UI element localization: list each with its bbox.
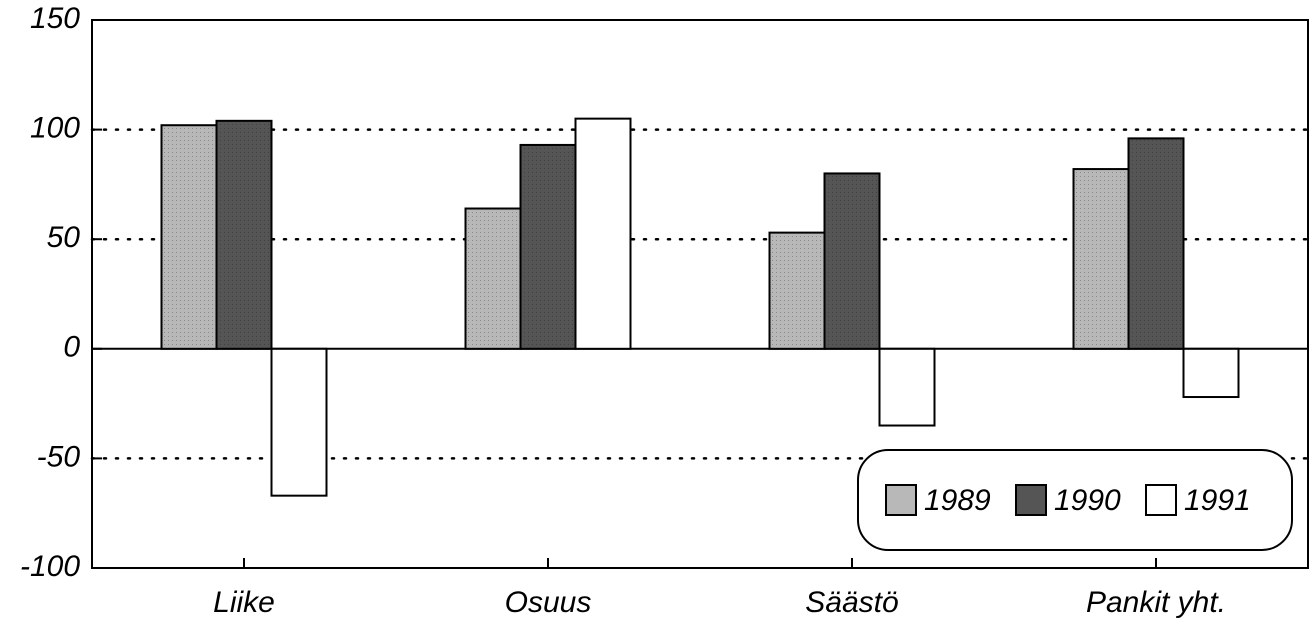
legend: 1989 1990 1991: [857, 449, 1293, 551]
x-tick-label: Liike: [213, 586, 275, 619]
bar-texture: [520, 144, 576, 349]
x-tick-label: Säästö: [805, 586, 898, 619]
legend-box: [857, 449, 1293, 551]
legend-label: 1990: [1054, 484, 1121, 517]
bar-texture: [216, 120, 272, 349]
legend-swatch: [885, 484, 917, 516]
legend-label: 1991: [1184, 484, 1251, 517]
y-tick-label: 50: [47, 221, 81, 254]
bar-texture: [1073, 169, 1129, 349]
legend-label: 1989: [924, 484, 991, 517]
y-tick-label: 0: [63, 331, 80, 364]
bar: [878, 347, 936, 427]
y-tick-label: 100: [30, 112, 80, 145]
y-tick-label: 150: [30, 2, 80, 35]
bar: [574, 117, 632, 350]
bar-texture: [769, 232, 825, 349]
legend-swatch: [1015, 484, 1047, 516]
y-tick-label: -50: [37, 440, 81, 473]
x-tick-label: Osuus: [505, 586, 592, 619]
bar-texture: [465, 208, 521, 349]
y-tick-label: -100: [20, 550, 80, 583]
bar-texture: [161, 125, 217, 349]
bar-texture: [824, 173, 880, 349]
bar-texture: [1128, 138, 1184, 349]
bar: [1182, 347, 1240, 399]
bar: [270, 347, 328, 497]
x-tick-label: Pankit yht.: [1086, 586, 1226, 619]
plot-frame: [91, 19, 1309, 569]
legend-swatch: [1145, 484, 1177, 516]
